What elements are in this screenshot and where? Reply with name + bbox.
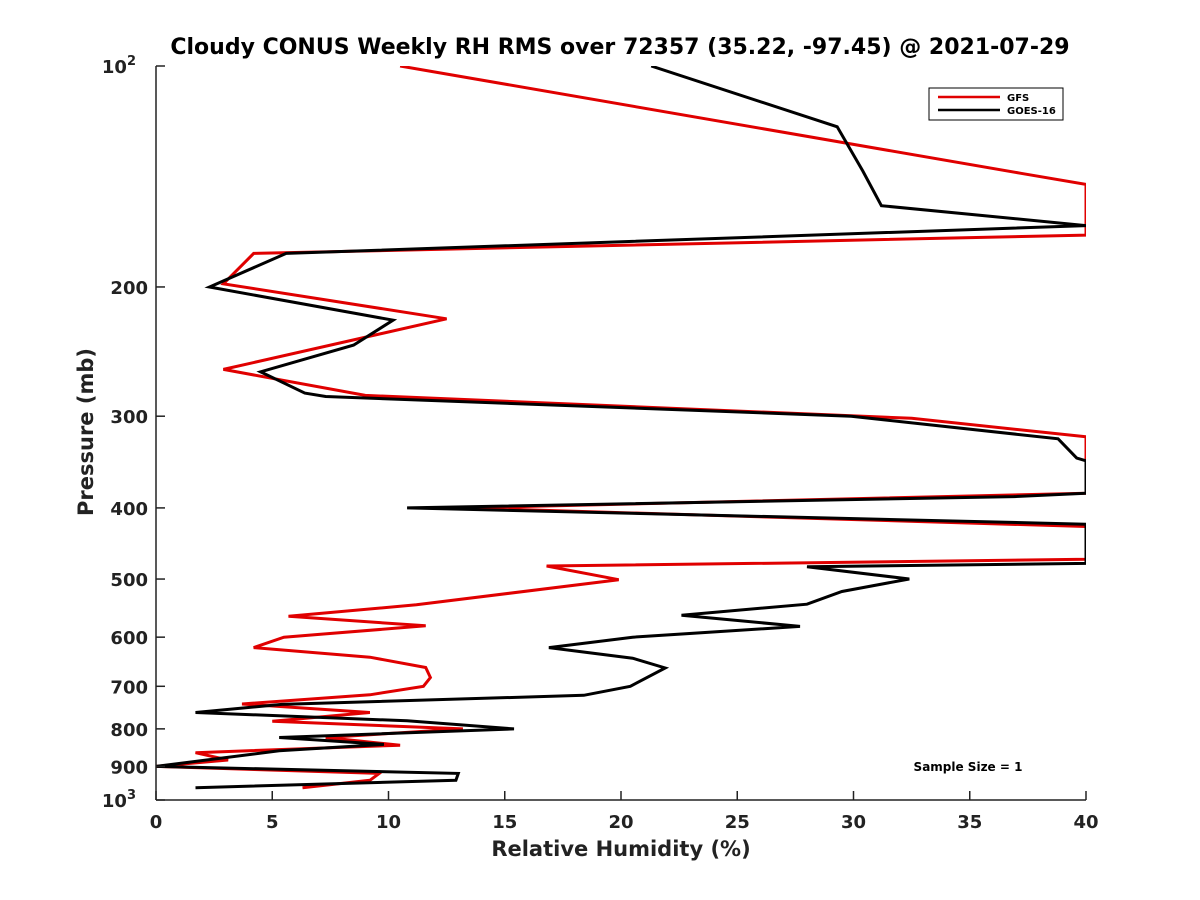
y-tick-label: 600 [110, 628, 148, 649]
x-tick-label: 0 [150, 812, 163, 833]
y-tick-label: 700 [110, 677, 148, 698]
legend-label-gfs: GFS [1007, 93, 1029, 104]
y-tick-label: 102 [102, 54, 136, 78]
x-tick-label: 20 [608, 812, 633, 833]
x-tick-label: 25 [725, 812, 750, 833]
plot-area [155, 66, 1086, 801]
x-tick-label: 10 [376, 812, 401, 833]
legend: GFS GOES-16 [928, 87, 1064, 121]
chart-title: Cloudy CONUS Weekly RH RMS over 72357 (3… [170, 35, 1069, 60]
x-tick-label: 35 [957, 812, 982, 833]
y-tick-label: 400 [110, 499, 148, 520]
y-tick-label: 103 [102, 788, 136, 812]
x-tick-label: 15 [492, 812, 517, 833]
sample-size-annotation: Sample Size = 1 [914, 760, 1023, 774]
x-tick-label: 5 [266, 812, 279, 833]
legend-box [928, 87, 1064, 121]
y-tick-label: 500 [110, 570, 148, 591]
y-tick-label: 200 [110, 278, 148, 299]
series-line-goes-16 [156, 66, 1086, 790]
x-tick-label: 30 [841, 812, 866, 833]
x-axis-label: Relative Humidity (%) [491, 837, 750, 861]
x-tick-label: 40 [1073, 812, 1098, 833]
y-tick-label: 300 [110, 407, 148, 428]
y-tick-label: 900 [110, 757, 148, 778]
y-tick-label: 800 [110, 720, 148, 741]
legend-label-goes-16: GOES-16 [1007, 106, 1056, 117]
x-axis-ticks: 0 5 10 15 20 25 30 35 40 [150, 791, 1099, 833]
y-axis-label: Pressure (mb) [74, 348, 98, 516]
y-axis-ticks: 102 200 300 400 500 600 700 800 900 103 [102, 54, 165, 812]
